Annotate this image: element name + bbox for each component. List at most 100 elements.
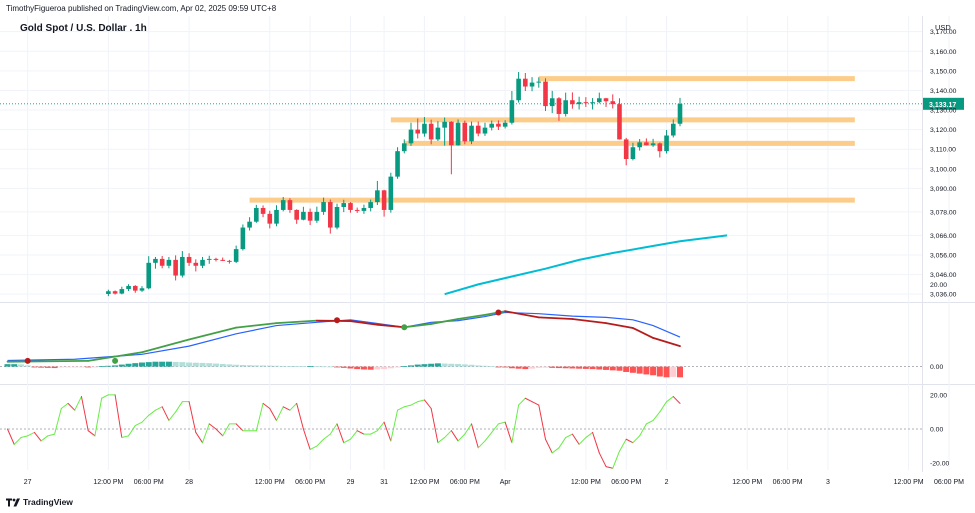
candle-body [166,259,172,266]
signal-line-segment [605,322,634,329]
candle-body [341,203,347,207]
candle-body [422,123,427,134]
candle-body [502,122,508,127]
signal-line-segment [430,318,459,325]
macd-histogram-bar [455,363,462,367]
candle-body [294,209,299,220]
time-tick-label: 06:00 PM [295,479,325,486]
osc-line-segment [161,406,170,421]
osc-line-segment [336,423,345,444]
candle-body [623,139,629,159]
time-tick-label: 29 [347,479,355,486]
macd-histogram-bar [569,366,576,369]
candle-body [153,258,158,263]
macd-histogram-bar [623,366,630,372]
macd-histogram-bar [347,366,354,369]
macd-histogram-bar [650,366,657,376]
signal-line-segment [403,323,433,329]
time-tick-label: 12:00 PM [571,479,601,486]
macd-histogram-bar [165,361,172,367]
signal-line-segment [349,320,379,326]
macd-histogram-bar [515,366,522,369]
osc-line-segment [471,423,479,449]
macd-histogram-bar [199,362,206,367]
osc-line-segment [141,414,150,423]
candle-body [247,221,252,228]
osc-line-segment [666,396,674,403]
osc-line-segment [578,437,587,445]
macd-histogram-bar [549,366,556,368]
macd-histogram-bar [31,366,38,368]
candle-body [401,143,407,152]
macd-histogram-bar [239,364,246,367]
candle-body [354,209,360,211]
candle-body [186,256,192,263]
macd-histogram-bar [408,365,414,367]
macd-histogram-bar [529,366,536,369]
candle-body [462,122,468,142]
price-tick-label: 3,120.00 [930,127,957,134]
osc-line-segment [659,401,668,413]
macd-histogram-bar [125,363,132,367]
macd-histogram-bar [542,366,549,368]
signal-line-segment [188,326,238,341]
macd-histogram-bar [145,362,152,367]
candle-body [220,259,225,261]
candle-body [408,129,414,144]
osc-line-segment [645,419,654,425]
oscillator-pane [0,394,922,469]
osc-line-segment [276,406,284,421]
cross-marker [495,309,502,316]
macd-histogram-bar [280,365,287,367]
osc-line-segment [54,408,62,435]
candle-body [388,176,394,210]
signal-line-segment [652,336,681,348]
macd-histogram-bar [105,365,112,367]
macd-pane [0,309,922,378]
macd-histogram-bar [246,365,253,367]
price-tick-label: 3,036.00 [930,292,957,299]
time-tick-label: 12:00 PM [93,479,123,486]
macd-histogram-bar [609,366,616,371]
macd-histogram-bar [186,362,193,367]
axis-layer: USD 3,036.00 3,046.00 3,056.00 3,066.00 3,078… [24,23,964,486]
signal-line-segment [484,310,507,316]
macd-histogram-bar [219,363,226,367]
osc-line-segment [477,440,486,449]
candle-body [610,101,616,105]
time-tick-label: 12:00 PM [409,479,439,486]
osc-line-segment [128,425,136,437]
price-tick-label: 3,110.00 [930,147,956,154]
macd-histogram-bar [253,365,260,367]
candle-body [630,147,636,159]
osc-line-segment [309,445,318,450]
osc-line-segment [383,421,392,442]
osc-line-segment [497,421,506,425]
macd-tick-label: 20.00 [930,282,947,289]
osc-line-segment [437,437,446,444]
macd-histogram-bar [354,366,361,370]
zone-layer [249,76,855,203]
osc-line-segment [585,431,594,439]
candle-body [112,291,118,294]
candle-body [200,259,205,266]
candle-body [583,102,589,104]
candle-body [664,135,669,152]
macd-histogram-bar [663,366,670,378]
candle-body [301,211,306,220]
macd-histogram-bar [448,363,455,367]
osc-line-segment [87,430,96,437]
candle-body [267,213,273,224]
osc-line-segment [565,433,573,439]
tradingview-footer[interactable]: TradingView [6,497,73,507]
candle-body [603,98,609,102]
candle-body [307,211,313,221]
price-tick-label: 3,090.00 [930,186,957,193]
macd-histogram-bar [320,366,327,368]
osc-line-segment [457,433,466,442]
candle-body [509,100,515,123]
osc-line-segment [444,430,452,439]
price-tick-label: 3,160.00 [930,49,957,56]
macd-histogram-bar [434,363,441,367]
